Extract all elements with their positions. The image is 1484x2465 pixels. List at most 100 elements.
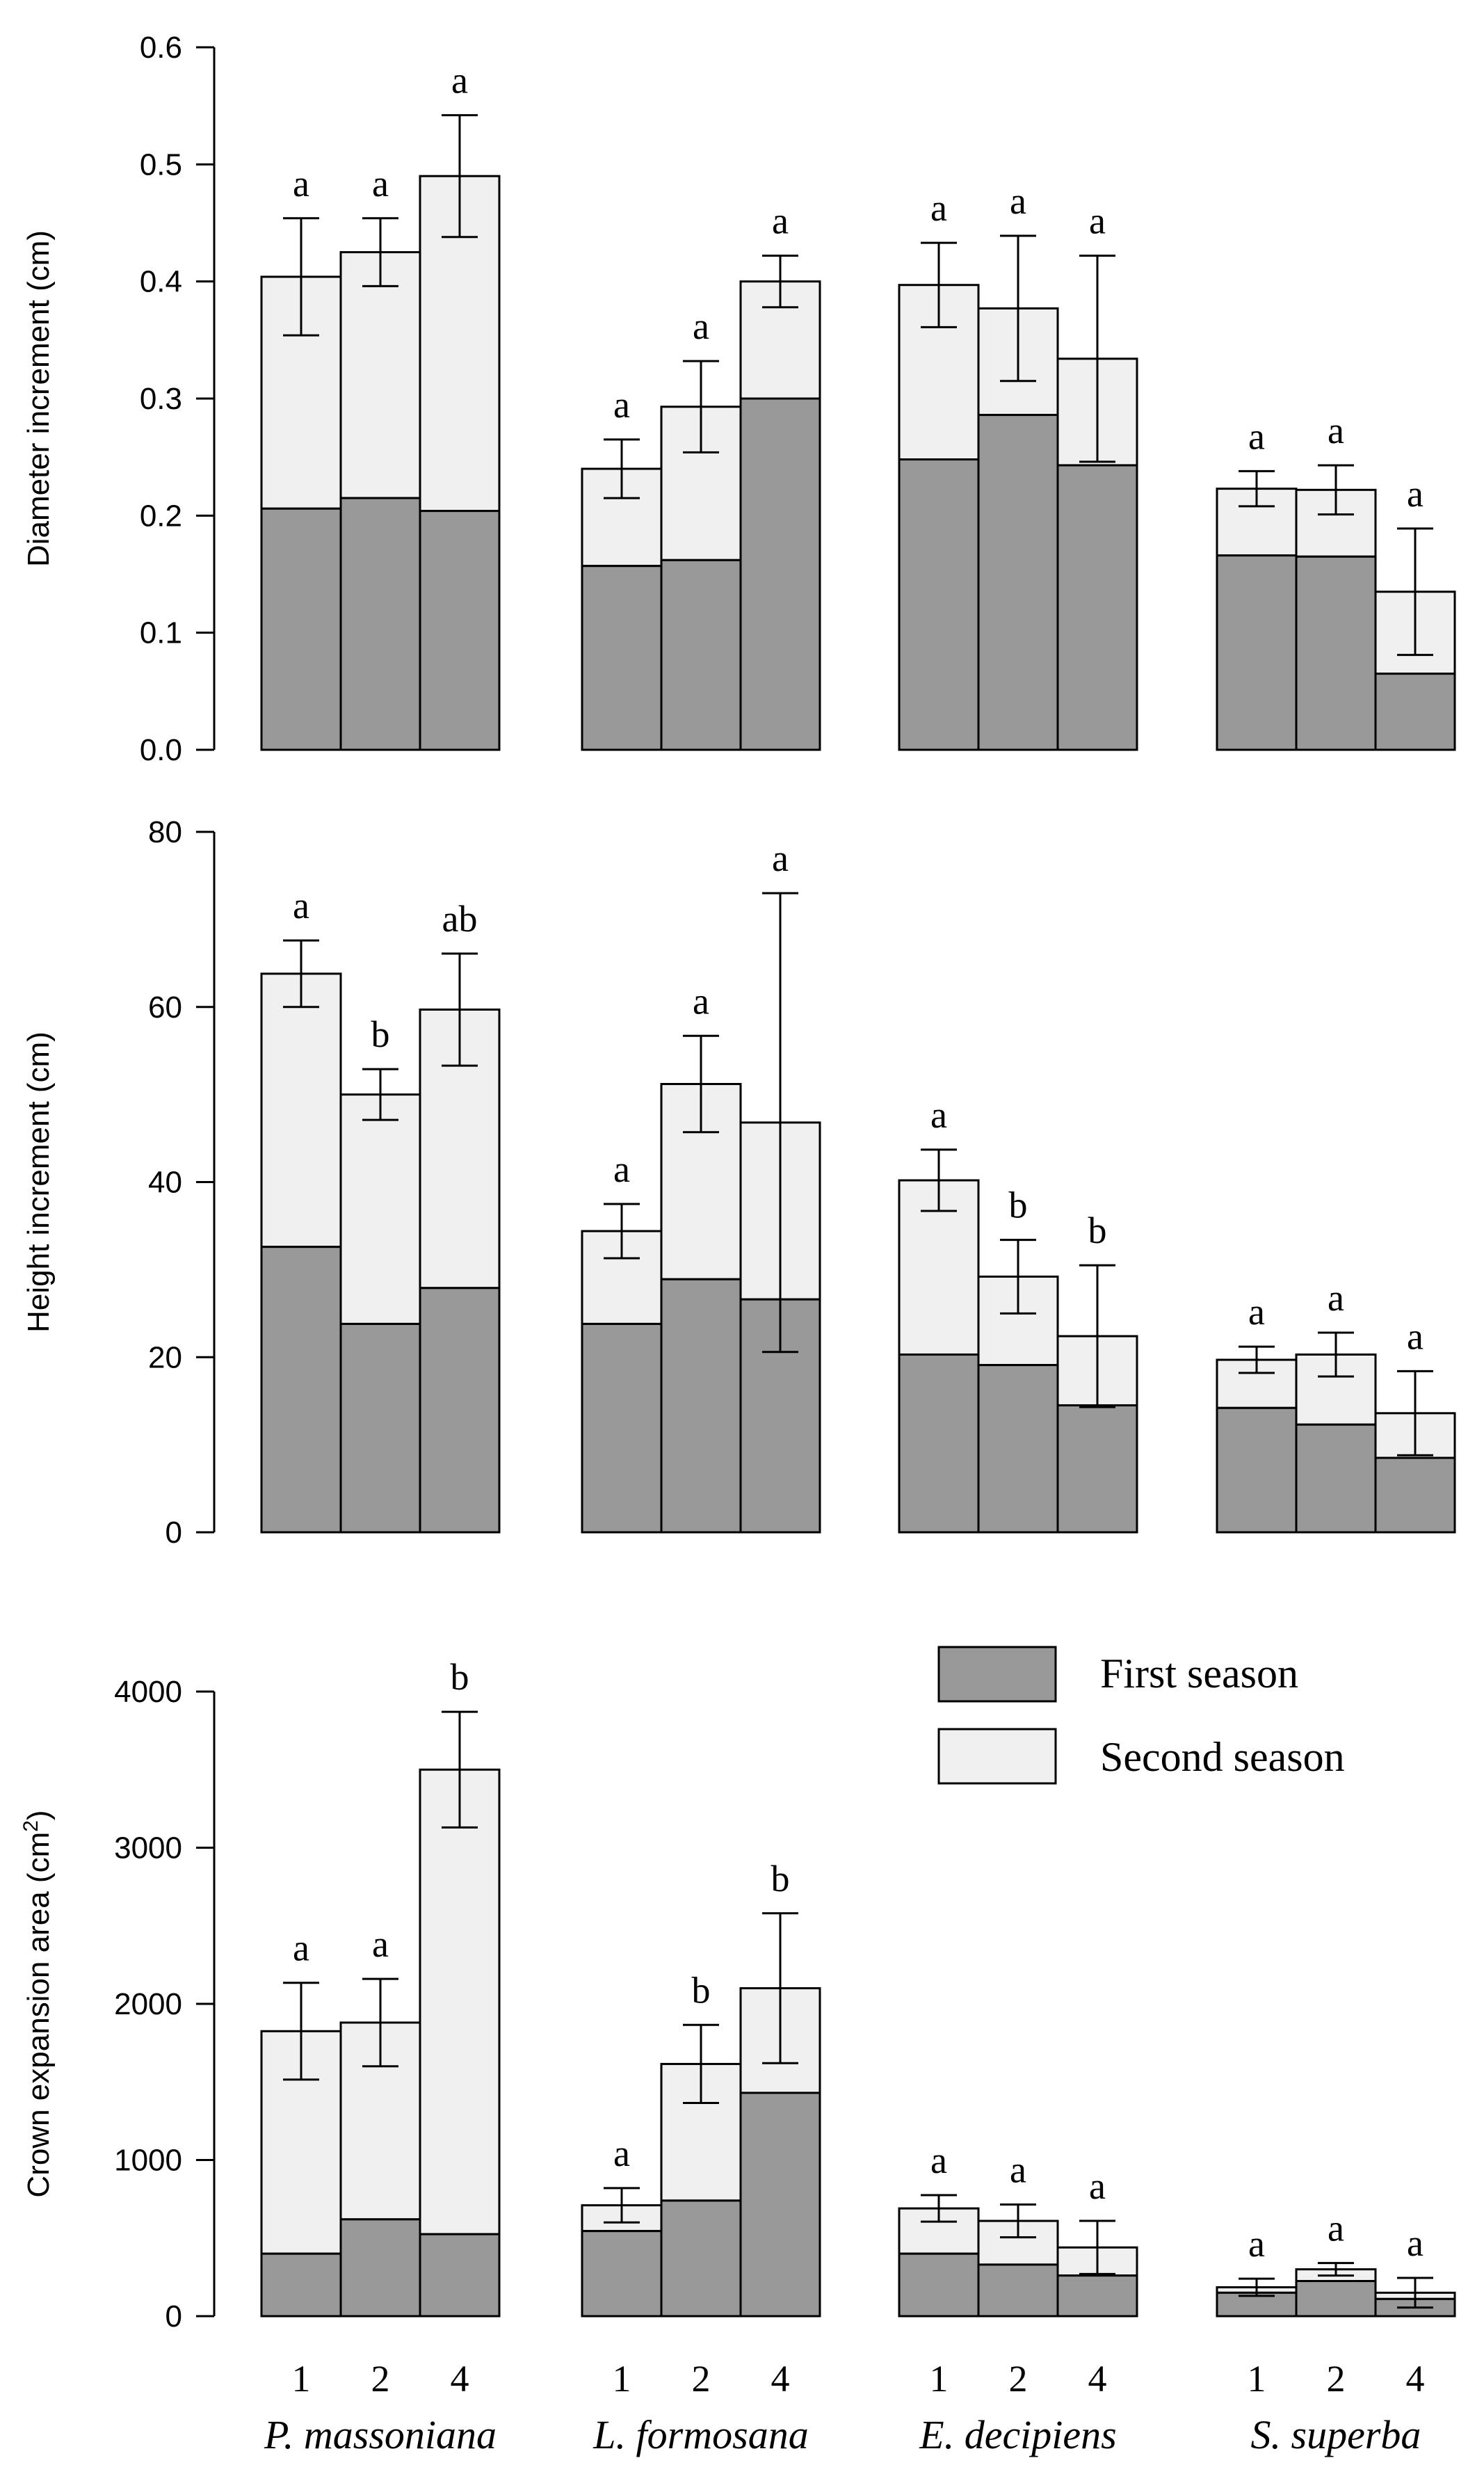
legend-swatch-first-season — [937, 1646, 1057, 1703]
bar-first-season — [339, 497, 421, 751]
significance-letter: a — [293, 885, 309, 926]
significance-letter: a — [451, 60, 468, 102]
y-tick-label: 0.0 — [140, 733, 182, 767]
bar-first-season — [419, 2233, 501, 2318]
significance-letter: b — [451, 1656, 469, 1698]
significance-letter: a — [1407, 2222, 1423, 2264]
bar-first-season — [1056, 2274, 1138, 2318]
significance-letter: a — [1328, 1277, 1344, 1319]
y-tick-label: 0 — [166, 2299, 182, 2334]
x-axis-labels: 1 2 4 P. massoniana 1 2 4 L. formosana 1 2 4 E. dec… — [264, 2358, 1425, 2457]
group-tick-label: 1 — [1248, 2358, 1266, 2400]
significance-letter: b — [1088, 1210, 1107, 1251]
bar-first-season — [339, 1322, 421, 1534]
significance-letter: b — [1009, 1185, 1028, 1226]
bar-first-season — [581, 2230, 663, 2318]
bar-first-season — [660, 559, 742, 751]
bar-second-season — [260, 972, 342, 1248]
diameter-panel: 0.0 0.1 0.2 0.3 0.4 0.5 0.6 Diameter increment … — [22, 31, 1456, 767]
group-tick-label: 4 — [1088, 2358, 1107, 2400]
y-tick-label: 1000 — [114, 2144, 182, 2178]
bar-first-season — [898, 2252, 980, 2318]
significance-letter: a — [1407, 473, 1423, 515]
significance-letter: a — [1407, 1315, 1423, 1357]
y-axis-title: Height increment (cm) — [22, 1031, 56, 1333]
significance-letter: a — [1328, 410, 1344, 451]
legend-swatch-second-season — [937, 1728, 1057, 1785]
crown-panel: 0 1000 2000 3000 4000 Crown expansion area (c… — [19, 1656, 1456, 2334]
bar-first-season — [260, 1246, 342, 1534]
significance-letter: b — [771, 1858, 790, 1900]
bar-first-season — [1295, 1423, 1377, 1534]
y-tick-label: 3000 — [114, 1831, 182, 1865]
bar-first-season — [739, 2091, 821, 2318]
bar-first-season — [260, 507, 342, 751]
species-label: P. massoniana — [264, 2412, 497, 2457]
significance-letter: a — [693, 980, 709, 1022]
significance-letter: a — [1089, 2165, 1106, 2207]
significance-letter: b — [692, 1969, 711, 2011]
y-tick-label: 0.5 — [140, 147, 182, 182]
bar-first-season — [1374, 1456, 1456, 1534]
significance-letter: ab — [442, 898, 478, 940]
legend: First season Second season — [937, 1646, 1345, 1785]
significance-letter: a — [613, 384, 630, 426]
y-tick-label: 40 — [148, 1166, 182, 1200]
y-tick-label: 20 — [148, 1340, 182, 1374]
bar-first-season — [660, 1278, 742, 1534]
significance-letter: a — [1248, 1291, 1265, 1333]
y-tick-label: 0.6 — [140, 31, 182, 65]
y-tick-label: 2000 — [114, 1987, 182, 2021]
species-label: E. decipiens — [919, 2412, 1116, 2457]
group-tick-label: 2 — [1327, 2358, 1346, 2400]
y-tick-label: 80 — [148, 815, 182, 849]
species-label: S. superba — [1251, 2412, 1421, 2457]
group-tick-label: 1 — [930, 2358, 949, 2400]
group-tick-label: 2 — [692, 2358, 711, 2400]
bar-first-season — [977, 1364, 1059, 1534]
significance-letter: a — [772, 837, 789, 879]
bar-first-season — [1374, 673, 1456, 751]
y-tick-label: 0.2 — [140, 499, 182, 533]
group-tick-label: 4 — [451, 2358, 469, 2400]
bar-first-season — [1295, 2279, 1377, 2318]
legend-label-first-season: First season — [1100, 1651, 1298, 1696]
significance-letter: a — [930, 2139, 947, 2181]
bar-first-season — [898, 1353, 980, 1534]
significance-letter: a — [293, 163, 309, 204]
group-tick-label: 2 — [1009, 2358, 1028, 2400]
bar-second-season — [339, 251, 421, 499]
significance-letter: a — [372, 1923, 389, 1965]
significance-letter: a — [693, 305, 709, 347]
y-tick-label: 0.3 — [140, 382, 182, 416]
significance-letter: a — [1010, 180, 1026, 222]
significance-letter: a — [1248, 415, 1265, 457]
significance-letter: a — [613, 1148, 630, 1190]
bar-first-season — [1216, 1406, 1298, 1534]
bar-first-season — [1056, 464, 1138, 751]
bar-first-season — [739, 397, 821, 751]
y-axis-title: Crown expansion area (cm2) — [19, 1810, 56, 2197]
bar-first-season — [1216, 554, 1298, 751]
bar-first-season — [339, 2218, 421, 2318]
y-axis-title: Diameter increment (cm) — [22, 230, 56, 567]
significance-letter: a — [1248, 2223, 1265, 2265]
bar-first-season — [898, 458, 980, 751]
significance-letter: a — [772, 200, 789, 242]
group-tick-label: 1 — [613, 2358, 631, 2400]
species-label: L. formosana — [592, 2412, 808, 2457]
significance-letter: a — [293, 1927, 309, 1969]
group-tick-label: 4 — [771, 2358, 790, 2400]
y-tick-label: 0.1 — [140, 616, 182, 650]
significance-letter: a — [1328, 2208, 1344, 2249]
y-tick-label: 0.4 — [140, 265, 182, 299]
significance-letter: a — [372, 163, 389, 204]
legend-label-second-season: Second season — [1100, 1734, 1345, 1780]
y-tick-label: 0 — [166, 1516, 182, 1550]
bar-first-season — [260, 2252, 342, 2318]
group-tick-label: 1 — [292, 2358, 311, 2400]
bar-first-season — [1056, 1404, 1138, 1534]
bar-first-season — [581, 565, 663, 751]
